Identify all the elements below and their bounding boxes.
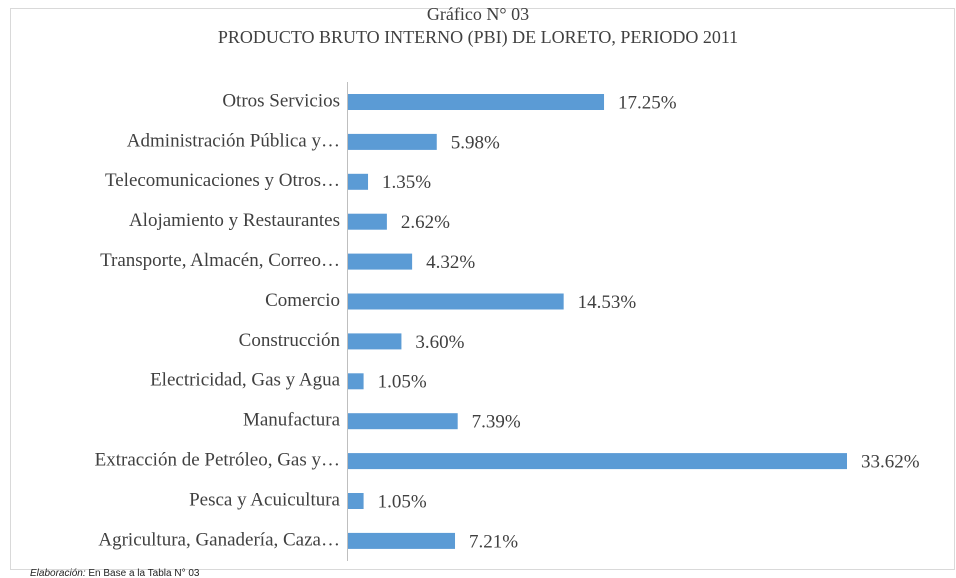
value-label: 33.62%	[861, 451, 920, 472]
bar	[348, 493, 364, 509]
bar	[348, 333, 402, 350]
chart-title: Gráfico N° 03	[427, 4, 529, 24]
source-label: Elaboración:	[30, 568, 86, 578]
value-label: 5.98%	[451, 132, 500, 153]
bar	[348, 173, 369, 190]
value-label: 17.25%	[618, 92, 677, 113]
category-label: Construcción	[239, 330, 341, 351]
category-label: Alojamiento y Restaurantes	[129, 210, 340, 231]
bar	[348, 213, 387, 230]
source-text: En Base a la Tabla N° 03	[88, 568, 200, 578]
bar	[348, 293, 564, 310]
value-label: 2.62%	[401, 212, 450, 233]
bar	[348, 373, 364, 390]
bar	[348, 253, 413, 270]
bar	[348, 413, 458, 430]
value-label: 3.60%	[415, 332, 464, 353]
category-label: Comercio	[265, 290, 340, 311]
value-label: 1.05%	[378, 372, 427, 393]
category-label: Telecomunicaciones y Otros…	[105, 170, 340, 191]
bar	[348, 532, 456, 549]
source-note: Elaboración: En Base a la Tabla N° 03	[30, 568, 200, 578]
value-label: 7.21%	[469, 531, 518, 552]
category-label: Extracción de Petróleo, Gas y…	[95, 449, 340, 470]
category-label: Transporte, Almacén, Correo…	[100, 250, 340, 271]
value-label: 4.32%	[426, 252, 475, 273]
category-label: Agricultura, Ganadería, Caza…	[98, 529, 340, 550]
bar	[348, 94, 605, 110]
value-label: 1.35%	[382, 172, 431, 193]
bar	[348, 453, 847, 470]
category-label: Manufactura	[243, 410, 341, 431]
value-label: 1.05%	[378, 491, 427, 512]
category-label: Electricidad, Gas y Agua	[150, 370, 341, 391]
chart-subtitle: PRODUCTO BRUTO INTERNO (PBI) DE LORETO, …	[218, 27, 738, 48]
category-label: Otros Servicios	[222, 90, 340, 111]
category-label: Pesca y Acuicultura	[189, 489, 340, 510]
value-label: 14.53%	[578, 292, 637, 313]
chart-border	[10, 8, 955, 570]
category-label: Administración Pública y…	[127, 130, 340, 151]
value-label: 7.39%	[472, 412, 521, 433]
bar	[348, 133, 437, 150]
